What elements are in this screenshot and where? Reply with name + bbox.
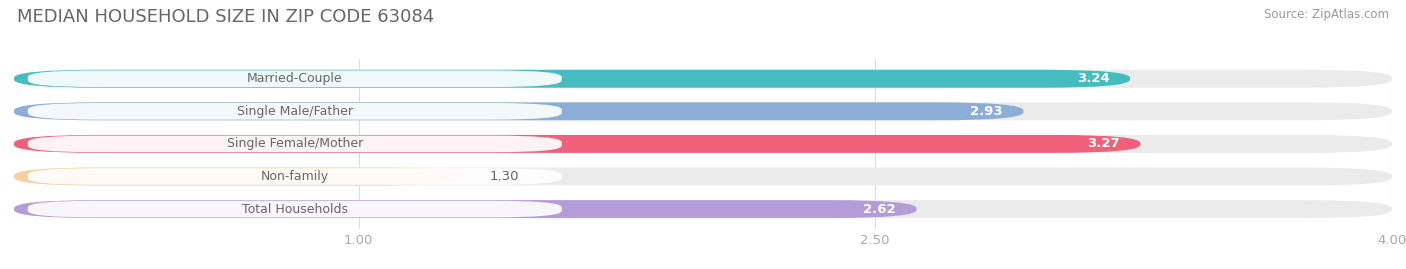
FancyBboxPatch shape [14, 70, 1130, 88]
FancyBboxPatch shape [14, 102, 1024, 120]
Text: Non-family: Non-family [260, 170, 329, 183]
FancyBboxPatch shape [14, 200, 917, 218]
FancyBboxPatch shape [28, 103, 562, 120]
FancyBboxPatch shape [14, 135, 1140, 153]
Text: 2.62: 2.62 [863, 203, 896, 215]
Text: Total Households: Total Households [242, 203, 347, 215]
Text: MEDIAN HOUSEHOLD SIZE IN ZIP CODE 63084: MEDIAN HOUSEHOLD SIZE IN ZIP CODE 63084 [17, 8, 434, 26]
FancyBboxPatch shape [28, 70, 562, 87]
FancyBboxPatch shape [14, 102, 1392, 120]
Text: Single Male/Father: Single Male/Father [236, 105, 353, 118]
FancyBboxPatch shape [14, 200, 1392, 218]
Text: 1.30: 1.30 [489, 170, 519, 183]
FancyBboxPatch shape [14, 168, 463, 185]
FancyBboxPatch shape [14, 70, 1392, 88]
Text: Source: ZipAtlas.com: Source: ZipAtlas.com [1264, 8, 1389, 21]
FancyBboxPatch shape [28, 168, 562, 185]
Text: Married-Couple: Married-Couple [247, 72, 343, 85]
FancyBboxPatch shape [14, 168, 1392, 185]
FancyBboxPatch shape [14, 135, 1392, 153]
FancyBboxPatch shape [28, 201, 562, 217]
Text: 3.27: 3.27 [1087, 137, 1119, 150]
FancyBboxPatch shape [28, 136, 562, 152]
Text: Single Female/Mother: Single Female/Mother [226, 137, 363, 150]
Text: 3.24: 3.24 [1077, 72, 1109, 85]
Text: 2.93: 2.93 [970, 105, 1002, 118]
